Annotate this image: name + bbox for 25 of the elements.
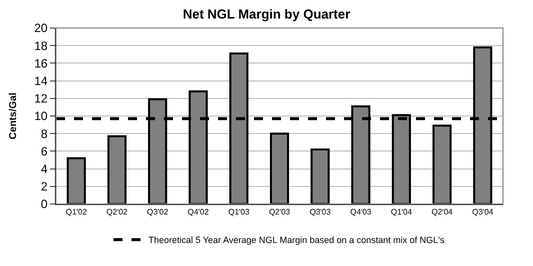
y-tick-label: 20 <box>34 21 48 36</box>
y-tick-label: 6 <box>40 144 48 158</box>
y-tick-label: 4 <box>40 162 48 176</box>
legend-label: Theoretical 5 Year Average NGL Margin based on a constant mix of NGL's <box>148 235 445 246</box>
y-tick-label: 16 <box>34 56 48 70</box>
x-tick-label: Q4'02 <box>188 208 210 217</box>
x-tick-label: Q2'04 <box>431 208 454 217</box>
y-tick-label: 14 <box>34 74 48 88</box>
x-tick-label: Q1'04 <box>390 208 413 217</box>
x-tick-label: Q2'02 <box>106 208 128 217</box>
x-tick-label: Q1'02 <box>66 208 88 217</box>
y-tick-label: 12 <box>34 92 48 106</box>
x-tick-label: Q1'03 <box>228 208 250 217</box>
y-tick-label: 0 <box>40 197 48 212</box>
y-tick-label: 8 <box>40 126 48 141</box>
x-tick-label: Q3'02 <box>147 208 169 217</box>
x-tick-label: Q3'04 <box>472 208 494 217</box>
y-tick-label: 2 <box>40 180 48 194</box>
x-tick-label: Q3'03 <box>310 208 332 217</box>
y-tick-label: 18 <box>34 38 48 53</box>
chart-title: Net NGL Margin by Quarter <box>182 6 350 22</box>
y-axis-title: Cents/Gal <box>8 92 20 140</box>
x-tick-label: Q4'03 <box>350 208 372 217</box>
x-tick-label: Q2'03 <box>268 208 291 217</box>
y-tick-label: 10 <box>34 109 48 124</box>
